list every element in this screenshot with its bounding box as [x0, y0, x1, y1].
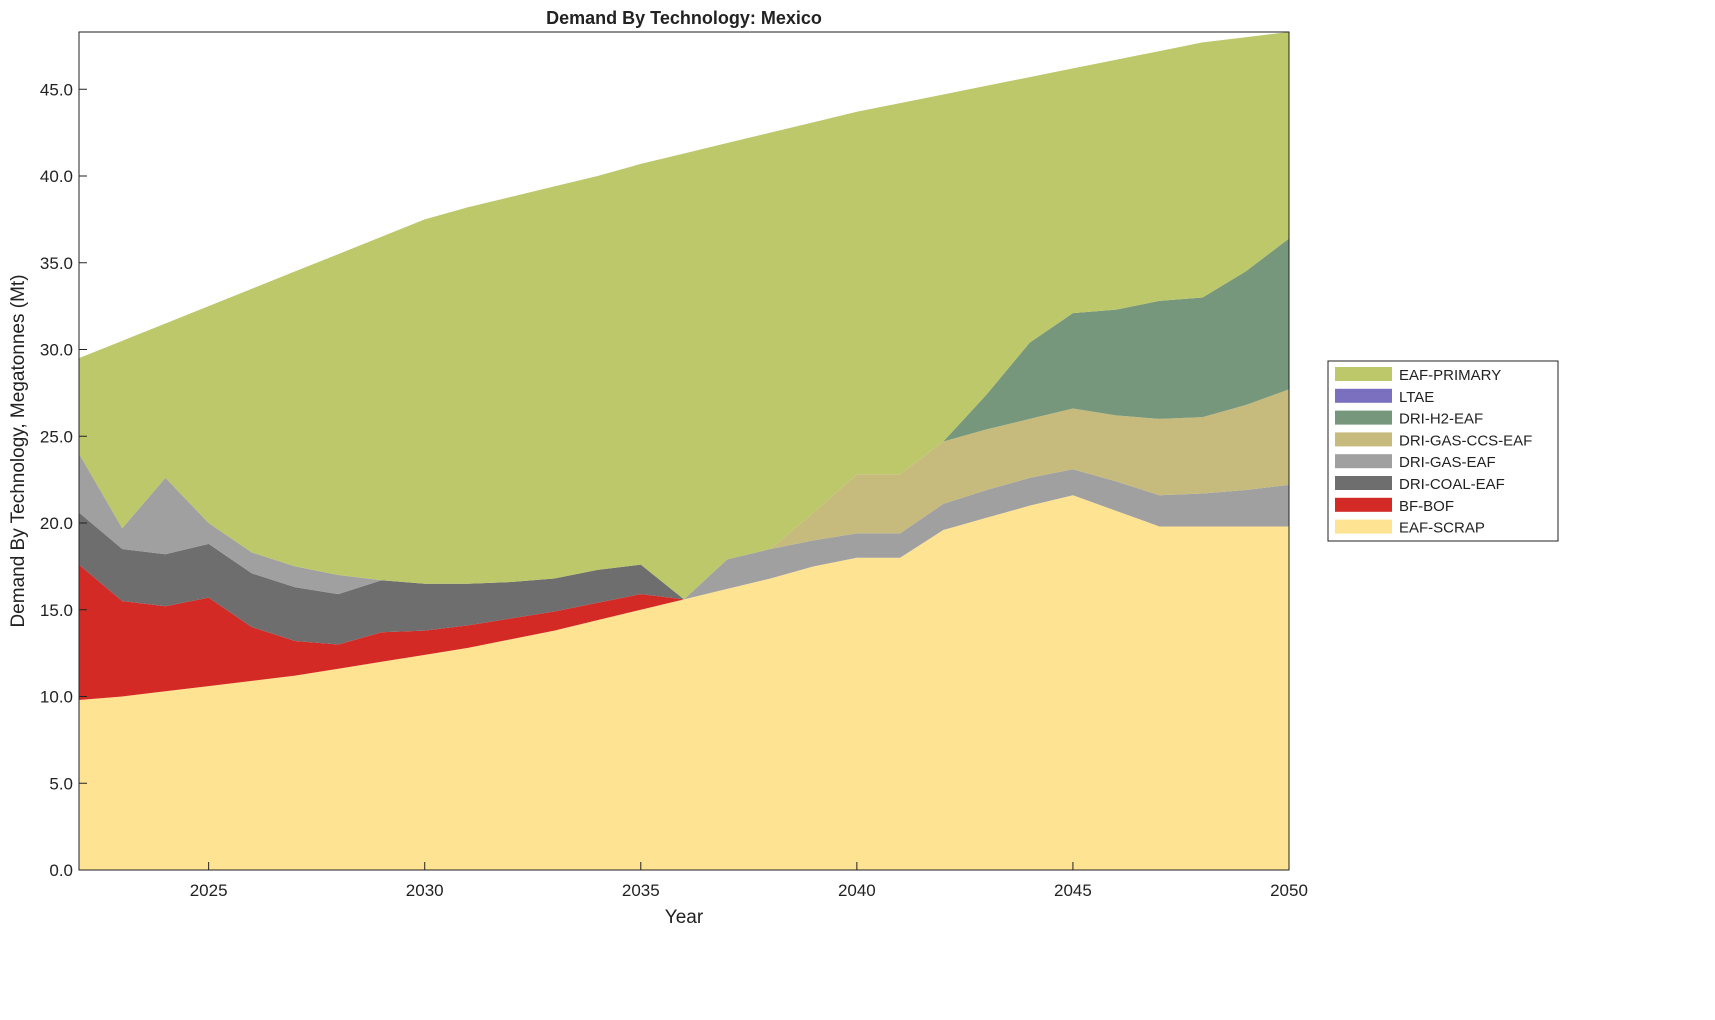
- y-tick-label: 45.0: [40, 80, 73, 99]
- legend-swatch-bf-bof: [1335, 497, 1392, 512]
- x-tick-label: 2035: [622, 881, 660, 900]
- x-tick-label: 2025: [190, 881, 228, 900]
- y-tick-label: 40.0: [40, 167, 73, 186]
- x-axis-ticks: 2025 2030 2035 2040 2045 2050: [190, 862, 1308, 900]
- legend-label-dri-h2-eaf: DRI-H2-EAF: [1399, 411, 1483, 428]
- legend: EAF-PRIMARY LTAE DRI-H2-EAF DRI-GAS-CCS-EAF…: [1327, 360, 1559, 542]
- legend-label-bf-bof: BF-BOF: [1399, 498, 1454, 515]
- x-tick-label: 2050: [1270, 881, 1308, 900]
- legend-swatch-dri-coal-eaf: [1335, 476, 1392, 490]
- chart-title: Demand By Technology: Mexico: [546, 8, 822, 28]
- legend-label-eaf-scrap: EAF-SCRAP: [1399, 520, 1485, 537]
- x-axis-label: Year: [665, 907, 704, 928]
- legend-swatch-dri-h2-eaf: [1335, 410, 1392, 425]
- legend-label-eaf-primary: EAF-PRIMARY: [1399, 367, 1501, 384]
- y-axis-label: Demand By Technology, Megatonnes (Mt): [8, 274, 29, 627]
- legend-swatch-ltae: [1335, 388, 1392, 403]
- x-tick-label: 2045: [1054, 881, 1092, 900]
- y-tick-label: 15.0: [40, 601, 73, 620]
- y-tick-label: 20.0: [40, 514, 73, 533]
- plot-areas: [79, 32, 1289, 870]
- legend-label-ltae: LTAE: [1399, 389, 1434, 406]
- legend-swatch-eaf-scrap: [1335, 519, 1392, 534]
- legend-label-dri-gas-ccs-eaf: DRI-GAS-CCS-EAF: [1399, 432, 1532, 449]
- area-dri-gas-ccs-eaf: [79, 389, 1289, 600]
- y-axis-ticks: 0.0 5.0 10.0 15.0 20.0 25.0 30.0 35.0 40.0 45.0: [40, 80, 87, 880]
- legend-swatch-dri-gas-eaf: [1335, 454, 1392, 469]
- legend-label-dri-coal-eaf: DRI-COAL-EAF: [1399, 476, 1505, 493]
- y-tick-label: 0.0: [49, 861, 73, 880]
- area-bf-bof: [79, 495, 1289, 700]
- x-tick-label: 2040: [838, 881, 876, 900]
- plot-frame: [78, 31, 1290, 871]
- area-dri-coal-eaf: [79, 495, 1289, 645]
- x-tick-label: 2030: [406, 881, 444, 900]
- y-tick-label: 5.0: [49, 774, 73, 793]
- legend-swatch-dri-gas-ccs-eaf: [1335, 432, 1392, 447]
- y-tick-label: 25.0: [40, 427, 73, 446]
- y-tick-label: 30.0: [40, 341, 73, 360]
- legend-swatch-eaf-primary: [1335, 367, 1392, 381]
- legend-label-dri-gas-eaf: DRI-GAS-EAF: [1399, 454, 1496, 471]
- area-eaf-primary: [79, 32, 1289, 600]
- area-eaf-scrap: [79, 495, 1289, 870]
- y-tick-label: 35.0: [40, 254, 73, 273]
- y-tick-label: 10.0: [40, 688, 73, 707]
